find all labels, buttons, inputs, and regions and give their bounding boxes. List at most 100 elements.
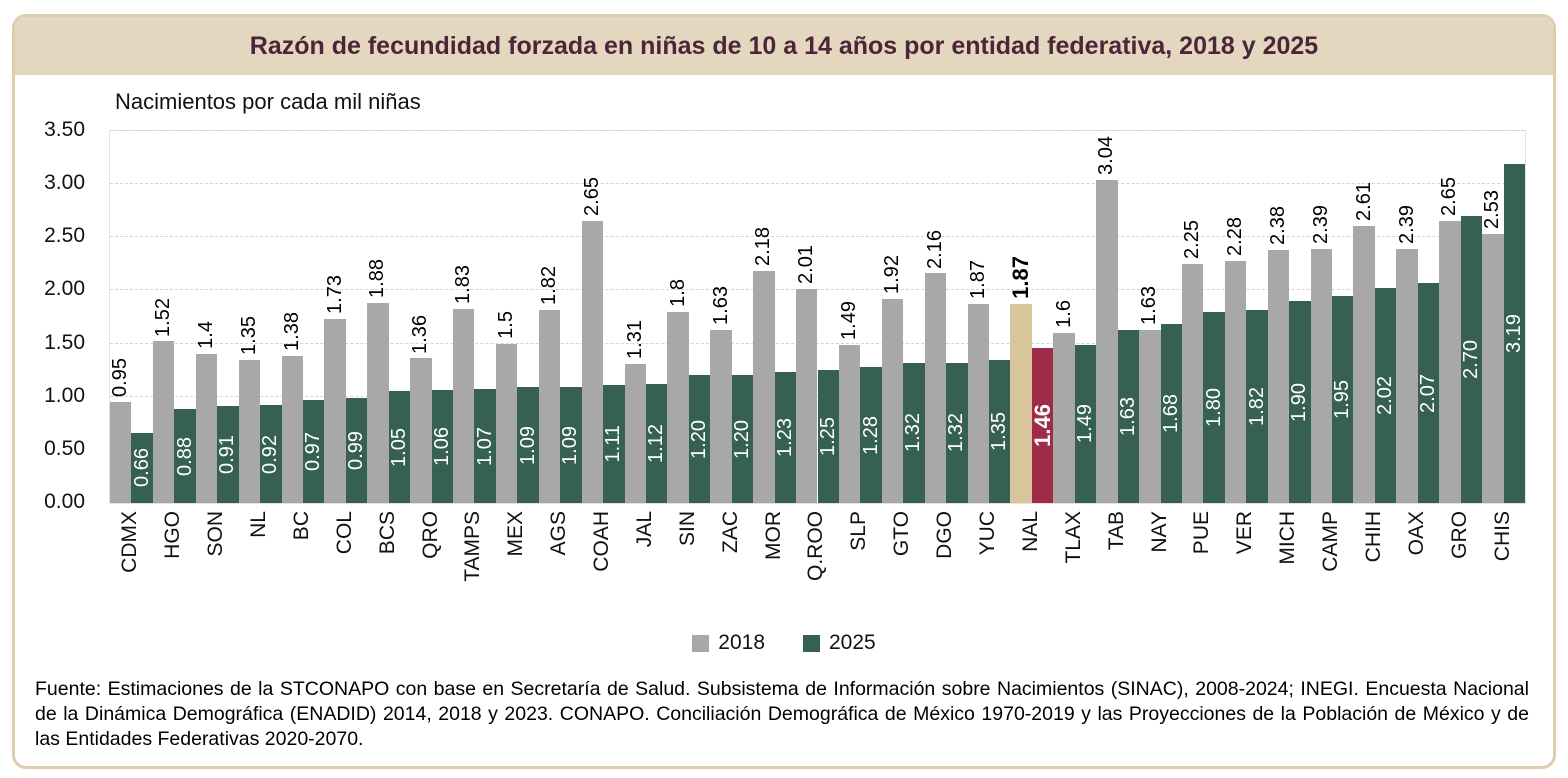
bar-2018-CDMX [110,402,132,503]
bar-2025-CHIS [1503,163,1525,503]
x-tick-label-OAX: OAX [1404,511,1428,556]
bar-2018-MEX [495,343,518,503]
gridline [110,236,1525,238]
bar-2018-TAMPS [453,308,475,503]
bar-value-label-2018-NAY: 1.63 [1138,285,1161,325]
x-axis-ticks: CDMX HGO SON NL BC COL BCS QRO TAMPS MEX AGS COAH JA… [109,511,1524,621]
x-tick-label-CDMX: CDMX [118,511,142,573]
bar-value-label-2025-BCS: 1.05 [388,427,410,467]
bar-2025-CHIH [1374,288,1397,503]
bar-value-label-2018-OAX: 2.39 [1395,205,1418,244]
bar-2025-GRO [1460,216,1483,503]
bar-2025-SON [217,406,239,503]
x-tick-label-VER: VER [1233,511,1257,555]
bar-value-label-2025-TAB: 1.63 [1117,396,1139,436]
bar-value-label-2018-BCS: 1.88 [366,259,389,299]
bar-2018-YUC [967,304,989,503]
bar-value-label-2018-GRO: 2.65 [1438,177,1461,217]
x-tick-label-YUC: YUC [976,511,999,556]
bar-value-label-2018-NL: 1.35 [237,315,260,355]
bar-2025-GTO [903,362,925,503]
bar-value-label-2025-BC: 0.97 [302,431,325,471]
x-tick-label-AGS: AGS [547,511,571,556]
bar-2018-CHIS [1482,234,1504,503]
bar-value-label-2018-CAMP: 2.39 [1309,205,1332,244]
bar-2025-COL [345,397,368,503]
bar-value-label-2018-PUE: 2.25 [1181,219,1204,259]
bar-value-label-2018-HGO: 1.52 [152,297,175,337]
bar-2025-QRO [431,390,454,503]
x-tick-label-HGO: HGO [161,511,185,559]
bar-2018-CAMP [1310,248,1333,503]
bar-value-label-2018-SLP: 1.49 [838,300,861,340]
bar-2018-COAH [581,221,604,503]
bar-2018-ZAC [710,329,732,503]
y-tick-label: 2.50 [44,224,85,248]
bar-value-label-2018-TAMPS: 1.83 [452,264,475,304]
bar-2018-TAB [1096,179,1118,503]
bar-value-label-2018-SIN: 1.8 [666,278,689,307]
bar-2025-JAL [645,383,668,503]
x-tick-label-SON: SON [204,511,228,557]
bar-2025-OAX [1417,283,1440,503]
bar-value-label-2025-GTO: 1.32 [903,413,925,453]
bar-value-label-2018-CHIH: 2.61 [1352,181,1375,221]
bar-2025-PUE [1203,311,1225,503]
x-tick-label-SLP: SLP [847,511,871,551]
gridline [110,342,1525,344]
bar-value-label-2025-OAX: 2.07 [1417,373,1440,413]
y-tick-label: 0.00 [44,490,85,513]
bar-2025-SIN [688,375,711,503]
bar-value-label-2025-DGO: 1.32 [946,413,968,453]
x-tick-label-TAMPS: TAMPS [461,511,485,582]
bar-2018-HGO [152,341,175,503]
x-tick-label-JAL: JAL [632,511,656,548]
bar-2025-BC [302,399,325,503]
y-tick-label: 3.50 [44,118,85,141]
x-tick-label-TLAX: TLAX [1061,511,1085,564]
bar-2018-CHIH [1353,225,1375,503]
bar-value-label-2018-COAH: 2.65 [580,177,603,217]
gridline [110,130,1525,131]
bar-value-label-2025-NAL: 1.46 [1031,404,1054,447]
x-tick-label-NAL: NAL [1018,511,1042,552]
bar-2025-TAB [1117,329,1140,503]
x-tick-label-DGO: DGO [933,511,957,559]
legend-swatch-2018-icon [692,634,710,652]
x-tick-label-NL: NL [247,511,271,538]
y-tick-label: 3.00 [44,171,85,195]
x-tick-label-TAB: TAB [1104,511,1128,551]
bar-value-label-2025-HGO: 0.88 [174,436,196,476]
bar-value-label-2025-NAY: 1.68 [1160,394,1182,434]
bar-value-label-2025-QRO: 1.06 [431,427,453,467]
bar-value-label-2025-Q.ROO: 1.25 [817,417,839,457]
bar-value-label-2018-Q.ROO: 2.01 [795,245,818,285]
x-tick-label-CAMP: CAMP [1319,511,1343,572]
x-tick-label-BC: BC [289,511,313,541]
bar-2018-PUE [1181,263,1204,503]
bar-2025-Q.ROO [817,370,839,503]
bar-2018-BC [281,356,303,503]
bar-value-label-2018-GTO: 1.92 [881,255,904,294]
bar-2025-CDMX [131,432,153,503]
bar-2025-YUC [989,359,1011,503]
x-tick-label-PUE: PUE [1190,511,1214,555]
bar-2025-MOR [774,372,797,503]
bar-value-label-2025-TLAX: 1.49 [1074,404,1096,444]
gridline [110,289,1525,291]
bar-value-label-2025-CHIH: 2.02 [1374,376,1397,416]
x-tick-label-ZAC: ZAC [718,511,742,553]
x-tick-label-COAH: COAH [590,511,614,572]
x-tick-label-MEX: MEX [504,511,528,557]
bar-2025-COAH [603,385,625,503]
bar-2025-TAMPS [474,389,496,503]
x-tick-label-BCS: BCS [375,511,399,555]
bar-2025-VER [1246,309,1268,503]
legend-item-2018: 2018 [692,631,765,655]
bar-2025-BCS [388,391,411,503]
bar-value-label-2018-JAL: 1.31 [623,319,646,359]
bar-value-label-2018-AGS: 1.82 [538,265,560,305]
bar-value-label-2025-CAMP: 1.95 [1332,379,1354,419]
bar-value-label-2025-COL: 0.99 [345,430,368,470]
bar-value-label-2025-TAMPS: 1.07 [474,426,496,466]
